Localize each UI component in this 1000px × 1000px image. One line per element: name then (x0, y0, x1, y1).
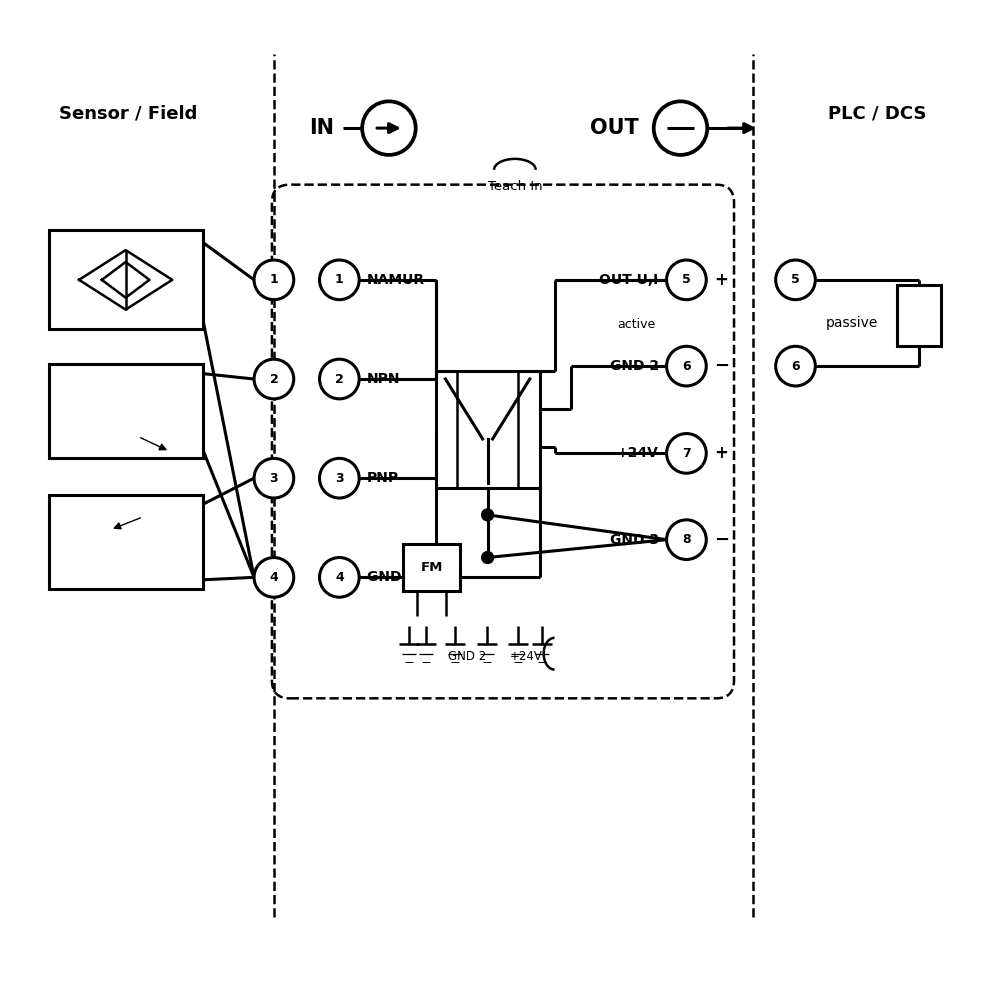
Circle shape (320, 359, 359, 399)
Text: 2: 2 (335, 373, 344, 386)
Bar (436, 371, 540, 488)
Text: NPN: NPN (367, 372, 401, 386)
Text: +: + (714, 271, 728, 289)
Circle shape (254, 458, 294, 498)
Circle shape (254, 558, 294, 597)
Text: 1: 1 (270, 273, 278, 286)
Bar (49, 230, 203, 329)
Text: GND 2: GND 2 (610, 359, 659, 373)
Text: FM: FM (420, 561, 443, 574)
Text: GND 3: GND 3 (610, 533, 659, 547)
Circle shape (362, 101, 416, 155)
Text: Sensor / Field: Sensor / Field (59, 104, 197, 122)
Circle shape (667, 434, 706, 473)
Text: OUT U,I: OUT U,I (599, 273, 659, 287)
Text: NAMUR: NAMUR (367, 273, 425, 287)
Text: PLC / DCS: PLC / DCS (828, 104, 926, 122)
Text: 7: 7 (682, 447, 691, 460)
Text: 8: 8 (682, 533, 691, 546)
Circle shape (654, 101, 707, 155)
Text: IN: IN (309, 118, 334, 138)
Text: 4: 4 (335, 571, 344, 584)
Circle shape (667, 346, 706, 386)
Text: 3: 3 (335, 472, 344, 485)
Text: active: active (618, 318, 656, 331)
Text: 3: 3 (270, 472, 278, 485)
Circle shape (320, 558, 359, 597)
Text: −: − (714, 357, 729, 375)
Text: GND 2: GND 2 (448, 650, 487, 663)
Circle shape (776, 260, 815, 300)
Text: 5: 5 (791, 273, 800, 286)
Bar (403, 544, 460, 591)
Circle shape (667, 520, 706, 560)
Bar (897, 285, 941, 346)
Bar (49, 364, 203, 458)
Circle shape (776, 346, 815, 386)
Text: 5: 5 (682, 273, 691, 286)
Text: 2: 2 (270, 373, 278, 386)
Text: passive: passive (826, 316, 878, 330)
Text: 6: 6 (791, 360, 800, 373)
Text: 6: 6 (682, 360, 691, 373)
Text: +: + (714, 444, 728, 462)
Circle shape (320, 458, 359, 498)
Text: OUT: OUT (590, 118, 638, 138)
Circle shape (667, 260, 706, 300)
Bar (49, 495, 203, 589)
Circle shape (254, 260, 294, 300)
Circle shape (482, 509, 494, 521)
Circle shape (320, 260, 359, 300)
Text: Teach In: Teach In (488, 180, 542, 193)
Text: +24V: +24V (510, 650, 543, 663)
Text: −: − (714, 531, 729, 549)
Circle shape (482, 552, 494, 563)
Circle shape (254, 359, 294, 399)
Text: PNP: PNP (367, 471, 399, 485)
Text: +24V: +24V (617, 446, 659, 460)
Text: 4: 4 (270, 571, 278, 584)
Text: GND 1: GND 1 (367, 570, 416, 584)
Text: 1: 1 (335, 273, 344, 286)
